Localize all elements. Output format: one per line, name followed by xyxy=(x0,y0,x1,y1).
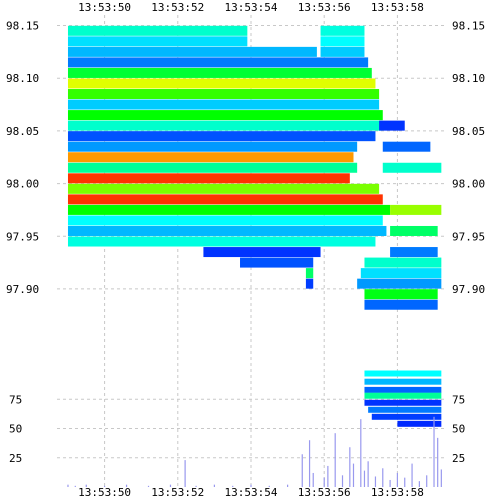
heat-cell xyxy=(67,110,383,121)
price-tick-label-right: 98.15 xyxy=(452,20,485,33)
price-tick-label-left: 98.05 xyxy=(6,125,39,138)
price-tick-label-right: 97.90 xyxy=(452,283,485,296)
price-tick-label-left: 98.10 xyxy=(6,72,39,85)
heat-cell xyxy=(67,162,358,173)
lower-heatmap xyxy=(364,370,442,427)
heat-cell xyxy=(305,278,314,289)
heat-cell xyxy=(390,204,442,215)
heat-cell xyxy=(67,78,376,89)
heat-cell xyxy=(67,215,383,226)
heat-cell xyxy=(67,225,387,236)
heat-cell xyxy=(320,46,365,57)
lower-heat-cell xyxy=(371,413,442,420)
x-tick-label-bottom: 13:53:56 xyxy=(298,486,351,499)
x-tick-label-top: 13:53:54 xyxy=(225,1,278,14)
lower-heat-cell xyxy=(397,420,442,427)
heat-cell xyxy=(320,36,365,47)
heat-cell xyxy=(364,299,438,310)
lower-heat-cell xyxy=(364,378,442,385)
depth-heatmap xyxy=(67,25,442,310)
lower-heat-cell xyxy=(364,399,442,406)
x-tick-label-top: 13:53:52 xyxy=(151,1,204,14)
x-tick-label-bottom: 13:53:52 xyxy=(151,486,204,499)
volume-tick-label-right: 75 xyxy=(452,393,465,406)
heat-cell xyxy=(203,247,321,258)
heat-cell xyxy=(67,120,383,131)
heat-cell xyxy=(67,173,350,184)
heat-cell xyxy=(67,89,380,100)
lower-heat-cell xyxy=(364,392,442,399)
heat-cell xyxy=(67,57,369,68)
heat-cell xyxy=(390,247,438,258)
heat-cell xyxy=(305,268,314,279)
price-tick-label-left: 97.95 xyxy=(6,230,39,243)
heat-cell xyxy=(67,152,354,163)
heat-cell xyxy=(360,268,442,279)
heat-cell xyxy=(320,25,365,36)
x-tick-label-bottom: 13:53:58 xyxy=(371,486,424,499)
volume-tick-label-left: 75 xyxy=(9,393,22,406)
lower-heat-cell xyxy=(364,386,442,393)
heat-cell xyxy=(382,162,442,173)
volume-tick-label-right: 25 xyxy=(452,452,465,465)
price-tick-label-left: 98.00 xyxy=(6,178,39,191)
heat-cell xyxy=(240,257,314,268)
x-tick-label-bottom: 13:53:50 xyxy=(78,486,131,499)
x-tick-label-top: 13:53:56 xyxy=(298,1,351,14)
heat-cell xyxy=(379,120,405,131)
price-tick-label-right: 98.00 xyxy=(452,178,485,191)
volume-tick-label-left: 25 xyxy=(9,452,22,465)
heat-cell xyxy=(67,194,383,205)
heat-cell xyxy=(67,204,391,215)
heat-cell xyxy=(67,25,248,36)
axis-labels: 13:53:50 13:53:50 13:53:52 13:53:52 13:53:54… xyxy=(6,1,485,499)
price-tick-label-right: 97.95 xyxy=(452,230,485,243)
lower-heat-cell xyxy=(364,370,442,377)
x-tick-label-top: 13:53:58 xyxy=(371,1,424,14)
volume-bars xyxy=(67,416,442,487)
heat-cell xyxy=(357,278,442,289)
heat-cell xyxy=(67,236,376,247)
heat-cell xyxy=(382,141,431,152)
heat-cell xyxy=(390,225,438,236)
heat-cell xyxy=(67,141,358,152)
x-tick-label-bottom: 13:53:54 xyxy=(225,486,278,499)
price-tick-label-left: 97.90 xyxy=(6,283,39,296)
heat-cell xyxy=(67,36,248,47)
volume-tick-label-left: 50 xyxy=(9,423,22,436)
heat-cell xyxy=(67,67,372,78)
x-tick-label-top: 13:53:50 xyxy=(78,1,131,14)
heat-cell xyxy=(67,46,317,57)
price-tick-label-left: 98.15 xyxy=(6,20,39,33)
heat-cell xyxy=(67,99,380,110)
heat-cell xyxy=(67,131,376,142)
price-tick-label-right: 98.10 xyxy=(452,72,485,85)
heat-cell xyxy=(364,257,442,268)
heat-cell xyxy=(67,183,380,194)
volume-tick-label-right: 50 xyxy=(452,423,465,436)
heat-cell xyxy=(364,289,438,300)
lower-heat-cell xyxy=(368,406,442,413)
price-tick-label-right: 98.05 xyxy=(452,125,485,138)
